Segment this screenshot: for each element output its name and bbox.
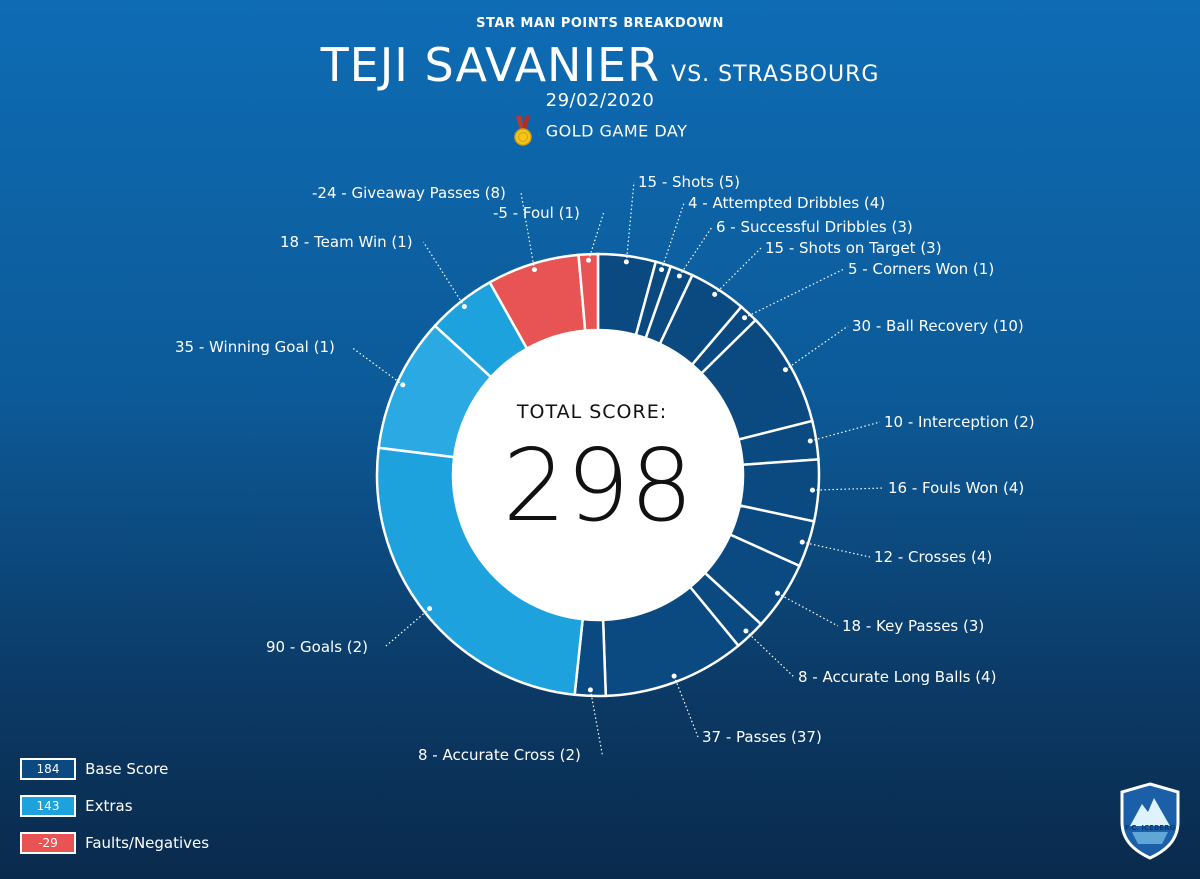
leader-line-12 <box>589 689 603 756</box>
leader-line-1 <box>660 202 685 270</box>
game-day-row: GOLD GAME DAY <box>0 116 1200 146</box>
leader-line-4 <box>744 268 845 319</box>
legend-base: 184 Base Score <box>20 758 168 780</box>
leader-dot-9 <box>775 590 781 596</box>
donut-center <box>453 330 743 620</box>
slice-label-15: 18 - Team Win (1) <box>280 233 413 251</box>
slice-label-2: 6 - Successful Dribbles (3) <box>716 218 913 236</box>
slice-label-8: 12 - Crosses (4) <box>874 548 992 566</box>
leader-line-17 <box>587 212 605 261</box>
slice-label-9: 18 - Key Passes (3) <box>842 617 984 635</box>
slice-label-14: 35 - Winning Goal (1) <box>175 338 335 356</box>
gold-medal-icon <box>513 116 532 146</box>
leader-dot-4 <box>742 315 748 321</box>
leader-line-10 <box>745 630 795 678</box>
slice-label-12: 8 - Accurate Cross (2) <box>418 746 581 764</box>
logo-text: F.C. ICEBERG <box>1125 824 1176 832</box>
legend-negatives-value: -29 <box>20 832 76 854</box>
leader-dot-3 <box>712 291 718 297</box>
legend-base-label: Base Score <box>85 760 169 778</box>
leader-dot-6 <box>807 438 813 444</box>
match-date: 29/02/2020 <box>545 90 655 111</box>
legend-base-value: 184 <box>20 758 76 780</box>
leader-line-6 <box>810 421 881 442</box>
leader-dot-1 <box>659 267 665 273</box>
leader-dot-11 <box>671 673 677 679</box>
chart-subtitle: STAR MAN POINTS BREAKDOWN <box>476 16 724 31</box>
game-day-label: GOLD GAME DAY <box>545 121 688 141</box>
leader-line-13 <box>384 608 430 648</box>
leader-dot-2 <box>676 273 682 279</box>
leader-dot-8 <box>799 539 805 545</box>
slice-label-5: 30 - Ball Recovery (10) <box>852 317 1024 335</box>
legend-extras-value: 143 <box>20 795 76 817</box>
leader-line-7 <box>812 487 885 491</box>
slice-label-13: 90 - Goals (2) <box>266 638 368 656</box>
slice-label-17: -5 - Foul (1) <box>493 204 580 222</box>
slice-label-1: 4 - Attempted Dribbles (4) <box>688 194 885 212</box>
legend-negatives-label: Faults/Negatives <box>85 834 210 852</box>
leader-dot-15 <box>461 304 467 310</box>
leader-dot-10 <box>743 628 749 634</box>
slice-label-7: 16 - Fouls Won (4) <box>888 479 1024 497</box>
player-name: TEJI SAVANIER <box>320 38 661 92</box>
leader-dot-17 <box>586 257 592 263</box>
opponent-name: VS. STRASBOURG <box>671 62 880 87</box>
iceberg-shield-icon: F.C. ICEBERG <box>1120 782 1180 860</box>
legend-extras: 143 Extras <box>20 795 133 817</box>
leader-line-11 <box>673 675 699 738</box>
leader-line-8 <box>802 541 871 558</box>
leader-dot-13 <box>427 606 433 612</box>
slice-label-11: 37 - Passes (37) <box>702 728 822 746</box>
leader-dot-14 <box>400 382 406 388</box>
slice-label-10: 8 - Accurate Long Balls (4) <box>798 668 996 686</box>
leader-line-3 <box>714 247 762 295</box>
leader-dot-7 <box>809 487 815 493</box>
leader-line-16 <box>520 192 536 270</box>
legend-negatives: -29 Faults/Negatives <box>20 832 209 854</box>
leader-dot-5 <box>782 367 788 373</box>
leader-line-5 <box>785 325 849 371</box>
leader-line-9 <box>777 592 839 627</box>
leader-line-14 <box>350 346 404 386</box>
slice-label-4: 5 - Corners Won (1) <box>848 260 994 278</box>
slice-label-3: 15 - Shots on Target (3) <box>765 239 942 257</box>
slice-label-0: 15 - Shots (5) <box>638 173 740 191</box>
leader-dot-12 <box>587 687 593 693</box>
total-score-label: TOTAL SCORE: <box>516 401 667 423</box>
leader-dot-0 <box>623 259 629 265</box>
leader-line-2 <box>678 226 713 277</box>
leader-dot-16 <box>531 267 537 273</box>
slice-label-6: 10 - Interception (2) <box>884 413 1035 431</box>
legend-extras-label: Extras <box>85 797 133 815</box>
title-row: TEJI SAVANIER VS. STRASBOURG <box>0 38 1200 92</box>
leader-line-0 <box>625 181 635 262</box>
total-score-value: 298 <box>503 427 694 544</box>
leader-line-15 <box>422 241 465 307</box>
slice-label-16: -24 - Giveaway Passes (8) <box>312 184 506 202</box>
